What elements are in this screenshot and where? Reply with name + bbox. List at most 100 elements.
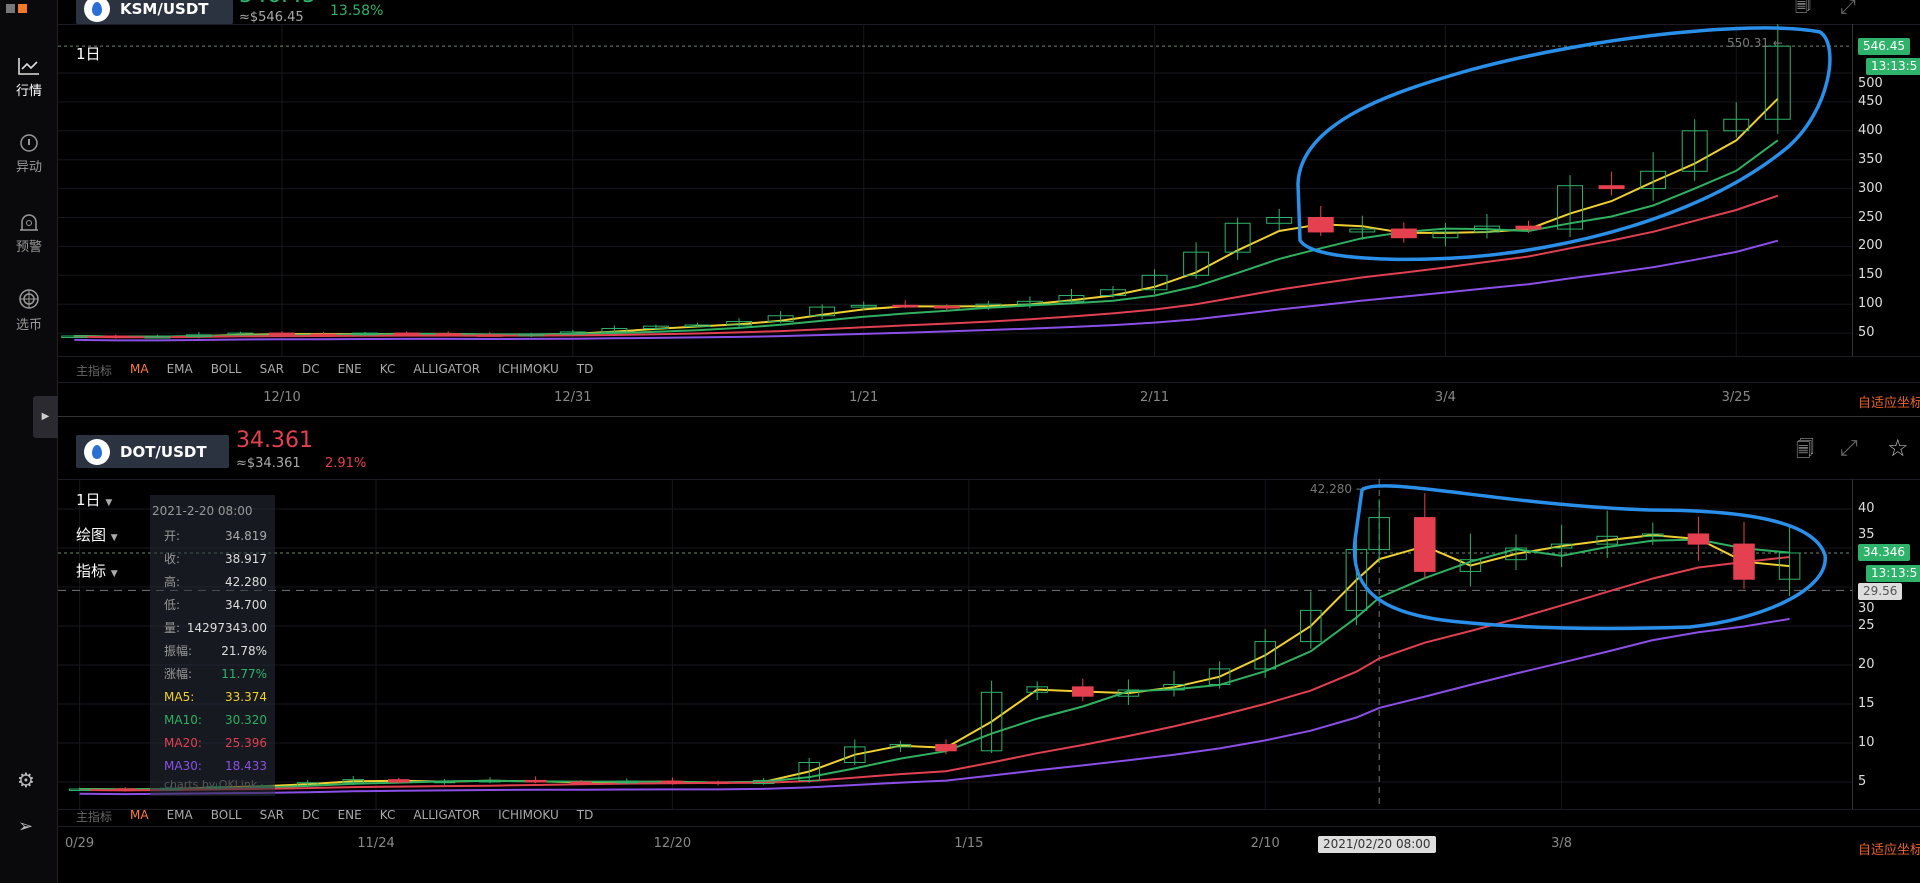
tooltip-value: 30.320 xyxy=(225,713,267,727)
indicator-tab-ene[interactable]: ENE xyxy=(337,808,362,822)
indicator-tab-sar[interactable]: SAR xyxy=(259,808,284,822)
candle-body xyxy=(1117,689,1140,697)
indicator-dropdown[interactable]: 指标 ▼ xyxy=(76,562,118,580)
tooltip-value: 38.917 xyxy=(225,552,267,566)
last-price-tag: 34.346 xyxy=(1858,544,1910,561)
line-chart-icon xyxy=(18,58,39,75)
candle-body xyxy=(1733,543,1755,580)
tooltip-row: 开: 34.819 xyxy=(150,529,267,544)
sidebar-item-select[interactable]: 选币 xyxy=(0,288,58,333)
gauge-icon xyxy=(20,134,38,152)
candle-body xyxy=(935,744,957,752)
indicator-tab-dc[interactable]: DC xyxy=(301,808,320,822)
indicator-tab-kc[interactable]: KC xyxy=(379,362,396,376)
pair-selector[interactable]: KSM/USDT xyxy=(76,0,233,24)
candle-body xyxy=(844,746,866,763)
tooltip-row: 振幅: 21.78% xyxy=(150,644,267,659)
tooltip-row: MA10: 30.320 xyxy=(150,713,267,728)
indicator-tab-sar[interactable]: SAR xyxy=(259,362,284,376)
indicator-tab-alligator[interactable]: ALLIGATOR xyxy=(413,808,481,822)
candle-body xyxy=(601,327,628,333)
pair-selector[interactable]: DOT/USDT xyxy=(76,435,229,468)
candle-body xyxy=(352,332,379,336)
dot-candlestick-chart[interactable] xyxy=(58,479,1852,809)
candle-body xyxy=(524,779,547,783)
star-icon[interactable]: ☆ xyxy=(1887,434,1909,462)
layout-active-icon[interactable] xyxy=(18,4,27,13)
candle-body xyxy=(1515,225,1542,230)
search-doc-icon[interactable]: 🗐 xyxy=(1795,0,1811,14)
settings-icon[interactable]: ⚙ xyxy=(17,768,35,792)
indicator-tab-ema[interactable]: EMA xyxy=(166,362,193,376)
ksm-candlestick-chart[interactable] xyxy=(58,24,1852,356)
ma20-line xyxy=(74,194,1779,339)
candle-body xyxy=(1300,609,1322,643)
ma5-line xyxy=(79,534,1790,791)
indicator-tab-ma[interactable]: MA xyxy=(130,808,149,822)
sidebar-item-movement[interactable]: 异动 xyxy=(0,132,58,175)
indicator-tab-td[interactable]: TD xyxy=(576,362,594,376)
indicator-tab-dc[interactable]: DC xyxy=(301,362,320,376)
tooltip-key: MA30: xyxy=(164,759,202,773)
ma30-line xyxy=(79,617,1790,796)
expand-icon[interactable]: ⤢ xyxy=(1840,436,1858,461)
indicator-tab-alligator[interactable]: ALLIGATOR xyxy=(413,362,481,376)
sidebar-item-alert[interactable]: 预警 xyxy=(0,210,58,255)
collapse-sidebar-button[interactable]: ▶ xyxy=(33,396,58,438)
tooltip-key: 量: xyxy=(164,621,181,635)
tooltip-row: MA5: 33.374 xyxy=(150,690,267,705)
indicator-tab-ema[interactable]: EMA xyxy=(166,808,193,822)
y-tick-label: 20 xyxy=(1858,657,1875,672)
y-tick-label: 150 xyxy=(1858,267,1883,283)
interval-label[interactable]: 1日 xyxy=(76,45,101,63)
candle-body xyxy=(809,306,836,317)
candle-body xyxy=(616,780,638,784)
tooltip-value: 11.77% xyxy=(221,667,267,681)
search-doc-icon[interactable]: 🗐 xyxy=(1796,439,1814,460)
candle-body xyxy=(559,331,586,335)
indicator-tab-ene[interactable]: ENE xyxy=(337,362,362,376)
indicator-tab-ma[interactable]: MA xyxy=(130,362,149,376)
layout-icon[interactable] xyxy=(6,4,15,13)
tooltip-value: 34.700 xyxy=(225,598,267,612)
candle-body xyxy=(1687,533,1710,545)
draw-dropdown[interactable]: 绘图 ▼ xyxy=(76,526,118,544)
countdown-tag: 13:13:5 xyxy=(1866,565,1920,582)
candle-body xyxy=(570,781,592,784)
candle-body xyxy=(393,332,420,336)
x-tick-label: 3/4 xyxy=(1434,390,1456,405)
interval-dropdown[interactable]: 1日 ▼ xyxy=(76,491,113,509)
tooltip-row: 量: 14297343.00 xyxy=(150,621,267,636)
x-tick-label: 0/29 xyxy=(64,836,95,851)
indicator-tab-boll[interactable]: BOLL xyxy=(210,362,242,376)
tooltip-value: 33.374 xyxy=(225,690,267,704)
expand-icon[interactable]: ⤢ xyxy=(1840,0,1856,18)
tooltip-value: 18.433 xyxy=(225,759,267,773)
adaptive-axis-toggle[interactable]: 自适应坐标 xyxy=(1858,843,1920,858)
candle-body xyxy=(102,335,129,338)
candle-body xyxy=(1100,289,1126,297)
candle-body xyxy=(892,304,919,308)
x-tick-label: 2/11 xyxy=(1139,390,1170,405)
tooltip-value: 21.78% xyxy=(221,644,267,658)
indicator-tab-boll[interactable]: BOLL xyxy=(210,808,242,822)
candle-body xyxy=(296,782,319,787)
x-tick-label: 1/21 xyxy=(849,390,879,405)
y-tick-label: 250 xyxy=(1858,209,1883,225)
last-price-tag: 546.45 xyxy=(1858,38,1910,55)
candle-body xyxy=(726,321,753,326)
indicator-tab-ichimoku[interactable]: ICHIMOKU xyxy=(498,362,559,376)
indicator-tab-kc[interactable]: KC xyxy=(379,808,396,822)
candle-body xyxy=(1254,641,1276,670)
sidebar-item-market[interactable]: 行情 xyxy=(0,56,58,99)
x-tick-label: 12/20 xyxy=(653,836,692,851)
adaptive-axis-toggle[interactable]: 自适应坐标 xyxy=(1858,396,1920,411)
x-tick-label: 3/8 xyxy=(1551,836,1573,851)
indicator-tab-td[interactable]: TD xyxy=(576,808,594,822)
candle-body xyxy=(388,779,410,783)
candle-body xyxy=(476,334,503,337)
indicator-tab-ichimoku[interactable]: ICHIMOKU xyxy=(498,808,559,822)
send-icon[interactable]: ➢ xyxy=(18,816,34,837)
high-marker: 550.31 ← xyxy=(1727,36,1783,50)
candle-body xyxy=(980,691,1003,752)
